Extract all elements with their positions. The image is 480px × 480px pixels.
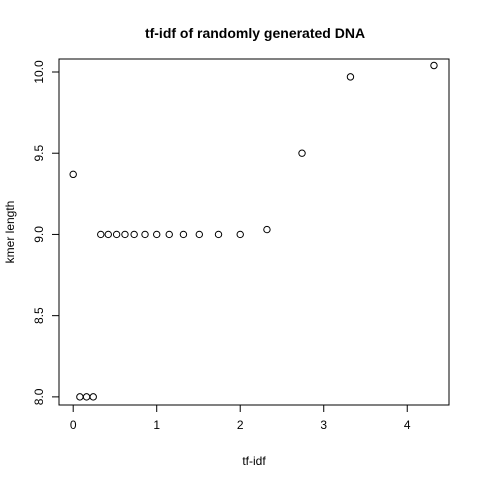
y-axis: 8.0 8.5 9.0 9.5 10.0 [32,60,60,405]
data-point [236,230,244,239]
data-point [165,230,173,239]
data-point [214,230,223,239]
data-point [112,230,121,239]
data-point [346,73,355,81]
x-tick-label: 0 [70,418,77,432]
data-point [82,393,91,401]
data-point [121,230,129,239]
chart-title: tf-idf of randomly generated DNA [145,25,365,41]
data-point [76,393,84,401]
data-point [430,61,438,70]
x-axis: 0 1 2 3 4 [70,404,411,432]
x-tick-label: 2 [237,418,244,432]
data-point [195,230,203,239]
data-points [69,61,438,401]
data-point [69,170,77,179]
data-point [153,230,161,239]
y-tick-label: 8.5 [32,307,46,324]
x-tick-label: 4 [404,418,411,432]
y-tick-label: 8.0 [32,388,46,405]
data-point [89,393,97,401]
y-tick-label: 10.0 [32,60,46,84]
y-tick-label: 9.5 [32,145,46,162]
y-tick-label: 9.0 [32,226,46,243]
data-point [104,230,112,239]
data-point [141,230,149,239]
data-point [179,230,188,239]
data-point [263,225,271,234]
x-tick-label: 1 [153,418,160,432]
x-axis-label: tf-idf [242,454,266,468]
plot-frame [58,58,450,406]
data-point [298,149,306,157]
data-point [97,230,105,239]
data-point [130,230,138,239]
x-tick-label: 3 [320,418,327,432]
y-axis-label: kmer length [3,201,17,264]
